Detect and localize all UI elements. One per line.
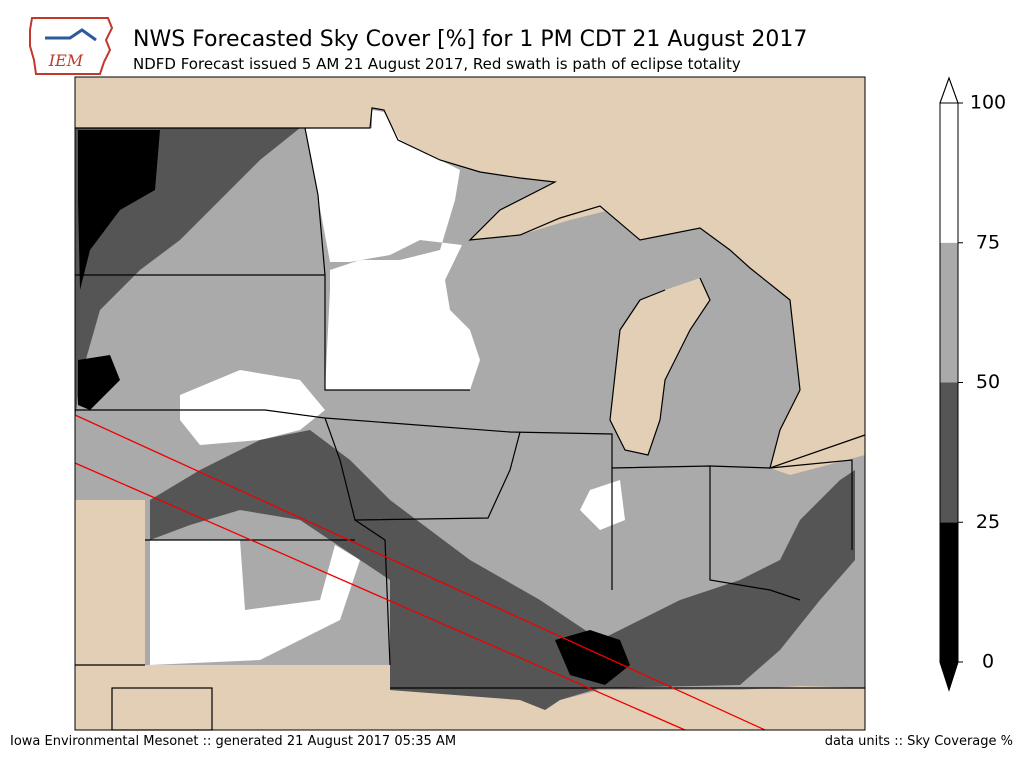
subtitle: NDFD Forecast issued 5 AM 21 August 2017… xyxy=(133,55,741,73)
colorbar-extend xyxy=(939,76,959,104)
white-region xyxy=(305,110,480,390)
dark-region xyxy=(150,430,855,710)
colorbar-band xyxy=(940,382,958,523)
state-border xyxy=(354,431,521,521)
lake-superior xyxy=(470,182,610,240)
logo-outline xyxy=(29,17,114,75)
coastline xyxy=(75,107,866,469)
coastline xyxy=(609,277,711,456)
state-border xyxy=(75,409,391,666)
white-region xyxy=(150,540,360,665)
lake-michigan xyxy=(610,278,710,455)
map-frame xyxy=(74,76,866,731)
colorbar: 0 25 50 75 100 xyxy=(939,76,1006,692)
state-border xyxy=(709,459,853,550)
colorbar-band xyxy=(940,103,958,243)
land-gray xyxy=(75,108,865,710)
colorbar-band xyxy=(940,242,958,383)
footer-right: data units :: Sky Coverage % xyxy=(825,734,1013,749)
footer-left: Iowa Environmental Mesonet :: generated … xyxy=(10,734,456,749)
lake-erie xyxy=(770,435,865,475)
black-region xyxy=(78,355,120,410)
black-region xyxy=(78,130,160,290)
colorbar-tick-label: 0 xyxy=(982,651,994,673)
map xyxy=(74,76,866,731)
state-border xyxy=(75,274,470,391)
black-region xyxy=(555,630,630,685)
logo-icon xyxy=(45,28,97,42)
logo-text: IEM xyxy=(48,51,84,70)
colorbar-tick-label: 100 xyxy=(970,92,1006,114)
white-region xyxy=(180,370,325,445)
eclipse-path-edge xyxy=(74,462,686,731)
state-border xyxy=(611,465,801,601)
logo: IEM xyxy=(29,17,114,75)
state-border xyxy=(324,417,613,590)
state-border xyxy=(304,127,326,276)
eclipse-path-edge xyxy=(74,414,766,731)
colorbar-tick-label: 25 xyxy=(976,511,1000,533)
colorbar-band xyxy=(940,522,958,662)
colorbar-tick-label: 75 xyxy=(976,231,1000,253)
colorbar-tick-label: 50 xyxy=(976,371,1000,393)
title: NWS Forecasted Sky Cover [%] for 1 PM CD… xyxy=(133,27,807,52)
white-region xyxy=(580,480,625,530)
colorbar-extend xyxy=(939,661,959,692)
